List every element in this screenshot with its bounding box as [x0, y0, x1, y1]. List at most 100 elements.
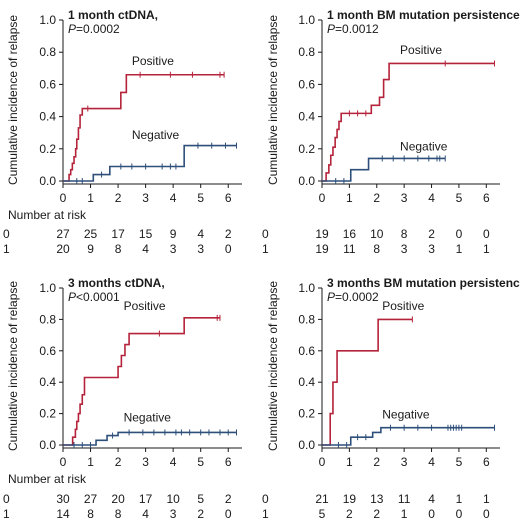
y-tick-label: 0.6	[298, 77, 315, 91]
y-tick-label: 1.0	[39, 281, 56, 295]
series-label: Positive	[124, 299, 166, 313]
risk-count: 3	[428, 242, 435, 256]
x-tick-label: 2	[373, 191, 380, 205]
risk-count: 1	[456, 492, 463, 506]
series-negative: Negative	[322, 139, 448, 184]
x-tick-label: 2	[115, 455, 122, 469]
series-line	[322, 62, 495, 182]
risk-count: 1	[483, 242, 490, 256]
risk-count: 8	[401, 227, 408, 241]
p-value: P=0.0012	[327, 22, 379, 36]
risk-table-title: Number at risk	[8, 208, 87, 222]
risk-count: 2	[225, 227, 232, 241]
series-positive: Positive	[63, 299, 221, 446]
x-tick-label: 5	[197, 455, 204, 469]
y-tick-label: 0.8	[298, 312, 315, 326]
risk-count: 1	[456, 242, 463, 256]
risk-count: 19	[343, 492, 357, 506]
risk-count: 0	[428, 507, 435, 521]
y-axis-label: Cumulative incidence of relapse	[266, 15, 280, 185]
p-value: P<0.0001	[68, 290, 120, 304]
risk-count: 5	[197, 492, 204, 506]
x-tick-label: 1	[346, 191, 353, 205]
p-value-symbol: P	[327, 290, 335, 304]
y-tick-label: 1.0	[39, 13, 56, 27]
x-tick-label: 4	[170, 455, 177, 469]
risk-count: 4	[142, 242, 149, 256]
p-value-symbol: P	[68, 290, 76, 304]
y-tick-label: 0.6	[39, 77, 56, 91]
risk-row-label: 0	[3, 492, 10, 506]
y-tick-label: 1.0	[298, 281, 315, 295]
series-line	[322, 157, 446, 182]
risk-row-label: 0	[262, 227, 269, 241]
y-tick-label: 0.2	[298, 142, 315, 156]
x-tick-label: 6	[483, 191, 490, 205]
series-negative: Negative	[63, 410, 237, 448]
series-positive: Positive	[63, 54, 225, 182]
chart-title: 3 months ctDNA,	[68, 276, 165, 290]
risk-row-label: 1	[3, 242, 10, 256]
risk-count: 16	[343, 227, 357, 241]
risk-count: 0	[483, 227, 490, 241]
p-value-number: =0.0002	[76, 22, 120, 36]
series-label: Negative	[400, 139, 448, 153]
y-tick-label: 0.6	[39, 344, 56, 358]
risk-count: 0	[225, 507, 232, 521]
y-axis-label: Cumulative incidence of relapse	[6, 281, 20, 451]
y-tick-label: 0.2	[39, 142, 56, 156]
x-tick-label: 6	[483, 455, 490, 469]
risk-count: 19	[315, 242, 329, 256]
series-line	[63, 431, 237, 446]
x-tick-label: 0	[60, 191, 67, 205]
risk-count: 8	[115, 242, 122, 256]
p-value-number: <0.0001	[76, 290, 120, 304]
x-tick-label: 4	[428, 191, 435, 205]
risk-count: 9	[87, 242, 94, 256]
risk-row-label: 1	[262, 242, 269, 256]
risk-count: 10	[166, 492, 180, 506]
risk-count: 8	[87, 507, 94, 521]
x-tick-label: 5	[197, 191, 204, 205]
risk-count: 8	[373, 242, 380, 256]
p-value-symbol: P	[327, 22, 335, 36]
y-tick-label: 0.2	[298, 407, 315, 421]
chart-title: 3 months BM mutation persistence,	[327, 276, 520, 290]
chart-title: 1 month ctDNA,	[68, 8, 158, 22]
series-label: Positive	[132, 54, 174, 68]
risk-row-label: 0	[3, 227, 10, 241]
y-tick-label: 0.4	[39, 375, 56, 389]
series-line	[63, 73, 225, 182]
series-line	[63, 317, 220, 446]
x-tick-label: 0	[319, 455, 326, 469]
series-line	[322, 426, 495, 446]
risk-count: 19	[315, 227, 329, 241]
x-tick-label: 6	[225, 455, 232, 469]
p-value-symbol: P	[68, 22, 76, 36]
risk-count: 9	[170, 227, 177, 241]
risk-row-label: 1	[3, 507, 10, 521]
x-tick-label: 1	[346, 455, 353, 469]
risk-count: 5	[319, 507, 326, 521]
series-label: Negative	[382, 407, 430, 421]
risk-count: 14	[56, 507, 70, 521]
x-tick-label: 4	[428, 455, 435, 469]
risk-count: 0	[456, 227, 463, 241]
y-tick-label: 0.8	[298, 45, 315, 59]
risk-count: 25	[84, 227, 98, 241]
risk-count: 21	[315, 492, 329, 506]
risk-count: 3	[170, 507, 177, 521]
y-axis-label: Cumulative incidence of relapse	[6, 15, 20, 185]
x-tick-label: 3	[401, 191, 408, 205]
risk-count: 0	[456, 507, 463, 521]
risk-count: 2	[225, 492, 232, 506]
risk-count: 27	[56, 227, 70, 241]
risk-row-label: 1	[262, 507, 269, 521]
p-value-number: =0.0002	[335, 290, 379, 304]
risk-count: 20	[56, 242, 70, 256]
series-negative: Negative	[322, 407, 496, 448]
